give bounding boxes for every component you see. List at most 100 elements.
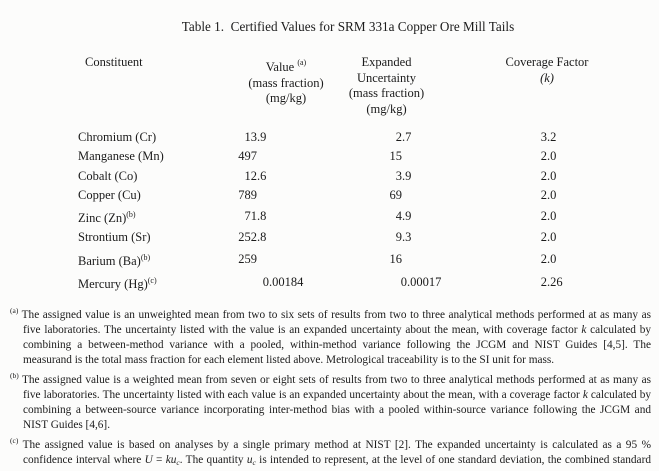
number-integer-part: 3 <box>395 168 402 183</box>
table-row: Mercury (Hg)(c) 0.00184 0.00017 2.26 <box>78 271 656 294</box>
number-integer-part: 2 <box>395 130 402 144</box>
footnote-marker: (c) <box>10 436 19 446</box>
italic-text: k <box>582 389 588 402</box>
number-integer-part: 2 <box>540 251 547 266</box>
value-cell: 789 <box>237 186 335 205</box>
table-body: Chromium (Cr) 13.9 2.7 3.2 Manganese (Mn) 497… <box>78 128 656 294</box>
number-fraction-part: .9 <box>257 130 267 144</box>
footnote-marker: (a) <box>10 306 19 316</box>
number-fraction-part: .6 <box>257 168 267 183</box>
number-integer-part: 3 <box>540 130 547 144</box>
value-cell: 259 <box>237 248 335 271</box>
number-fraction-part: .0 <box>547 230 557 245</box>
table-row: Barium (Ba)(b) 259 16 2.0 <box>78 248 656 271</box>
col-header-expanded-uncertainty: Expanded Uncertainty (mass fraction) (mg… <box>335 55 438 128</box>
number-integer-part: 0 <box>262 275 269 290</box>
number-fraction-part: .26 <box>547 275 563 290</box>
header-line: Coverage Factor <box>505 55 589 69</box>
constituent-cell: Mercury (Hg)(c) <box>78 276 157 292</box>
value-cell: 12.6 <box>237 167 335 186</box>
number-fraction-part: .0 <box>547 209 557 224</box>
footnote-a: (a) The assigned value is an unweighted … <box>10 306 651 367</box>
italic-text: U <box>144 454 153 467</box>
uncertainty-cell: 9.3 <box>335 228 438 247</box>
number-integer-part: 789 <box>238 187 257 202</box>
number-integer-part: 12 <box>244 168 258 183</box>
number-integer-part: 0 <box>400 275 407 290</box>
footnote-c: (c) The assigned value is based on analy… <box>10 436 651 468</box>
uncertainty-cell: 3.9 <box>335 167 438 186</box>
uncertainty-cell: 4.9 <box>335 205 438 228</box>
header-line: (mg/kg) <box>265 91 307 105</box>
subscript-text: c <box>176 458 180 468</box>
coverage-factor-cell: 2.0 <box>438 167 656 186</box>
table-row: Chromium (Cr) 13.9 2.7 3.2 <box>78 128 656 147</box>
value-cell: 71.8 <box>237 205 335 228</box>
number-integer-part: 2 <box>540 209 547 224</box>
italic-text: u <box>246 454 253 467</box>
value-cell: 0.00184 <box>237 271 335 294</box>
value-cell: 252.8 <box>237 228 335 247</box>
footnotes: (a) The assigned value is an unweighted … <box>10 303 651 471</box>
coverage-factor-cell: 2.0 <box>438 205 656 228</box>
number-integer-part: 2 <box>540 149 547 164</box>
italic-text: k <box>581 324 587 337</box>
number-integer-part: 9 <box>395 230 402 245</box>
uncertainty-cell: 2.7 <box>335 128 438 147</box>
value-cell: 497 <box>237 147 335 166</box>
number-integer-part: 252 <box>238 230 257 245</box>
number-fraction-part: .00184 <box>269 275 304 290</box>
footnote-b: (b) The assigned value is a weighted mea… <box>10 371 652 432</box>
header-line-k: (k) <box>540 70 554 85</box>
table-row: Manganese (Mn) 497 15 2.0 <box>78 147 656 166</box>
coverage-factor-cell: 2.0 <box>438 186 656 205</box>
uncertainty-cell: 0.00017 <box>335 271 442 294</box>
footnote-ref: (c) <box>147 276 157 286</box>
number-integer-part: 4 <box>395 209 402 224</box>
uncertainty-cell: 15 <box>335 147 438 166</box>
constituent-cell: Barium (Ba)(b) <box>78 252 151 268</box>
col-header-value: Value (a) (mass fraction) (mg/kg) <box>237 55 335 128</box>
number-fraction-part: .7 <box>402 130 412 144</box>
constituent-cell: Chromium (Cr) <box>78 130 157 144</box>
header-line: (mg/kg) <box>366 101 407 116</box>
header-line: Constituent <box>85 55 143 69</box>
table-header: Constituent Value (a) (mass fraction) (m… <box>78 55 656 128</box>
header-line: Value (a) <box>265 58 307 74</box>
header-line: Expanded Uncertainty <box>356 55 416 85</box>
uncertainty-cell: 69 <box>335 186 438 205</box>
number-integer-part: 2 <box>540 230 547 245</box>
header-row: Constituent Value (a) (mass fraction) (m… <box>78 55 656 128</box>
table-row: Strontium (Sr) 252.8 9.3 2.0 <box>78 228 656 247</box>
number-fraction-part: .0 <box>547 168 557 183</box>
number-integer-part: 16 <box>389 251 403 266</box>
number-fraction-part: .2 <box>547 130 557 144</box>
number-fraction-part: .0 <box>547 251 557 266</box>
number-integer-part: 497 <box>238 149 257 164</box>
coverage-factor-cell: 2.0 <box>438 248 656 271</box>
number-fraction-part: .8 <box>257 230 267 245</box>
coverage-factor-cell: 2.0 <box>438 228 656 247</box>
number-integer-part: 259 <box>238 251 257 266</box>
number-fraction-part: .9 <box>402 168 412 183</box>
footnote-ref: (b) <box>126 210 136 220</box>
table-row: Zinc (Zn)(b) 71.8 4.9 2.0 <box>78 205 656 228</box>
number-fraction-part: .0 <box>547 187 557 202</box>
table-row: Cobalt (Co) 12.6 3.9 2.0 <box>78 167 656 186</box>
number-integer-part: 2 <box>540 275 547 290</box>
coverage-factor-cell: 2.0 <box>438 147 656 166</box>
number-integer-part: 15 <box>389 149 403 164</box>
number-fraction-part: .0 <box>547 149 557 164</box>
table-row: Copper (Cu) 789 69 2.0 <box>78 186 656 205</box>
coverage-factor-cell: 2.26 <box>438 271 656 294</box>
header-line: (mass fraction) <box>248 75 324 90</box>
header-line: (mass fraction) <box>348 86 425 100</box>
uncertainty-cell: 16 <box>335 248 438 271</box>
col-header-coverage-factor: Coverage Factor (k) <box>438 55 656 128</box>
number-integer-part: 13 <box>244 130 258 144</box>
table-title: Table 1. Certified Values for SRM 331a C… <box>181 19 515 34</box>
italic-text: ku <box>165 454 177 467</box>
number-integer-part: 69 <box>389 187 403 202</box>
constituent-cell: Zinc (Zn)(b) <box>78 210 136 226</box>
